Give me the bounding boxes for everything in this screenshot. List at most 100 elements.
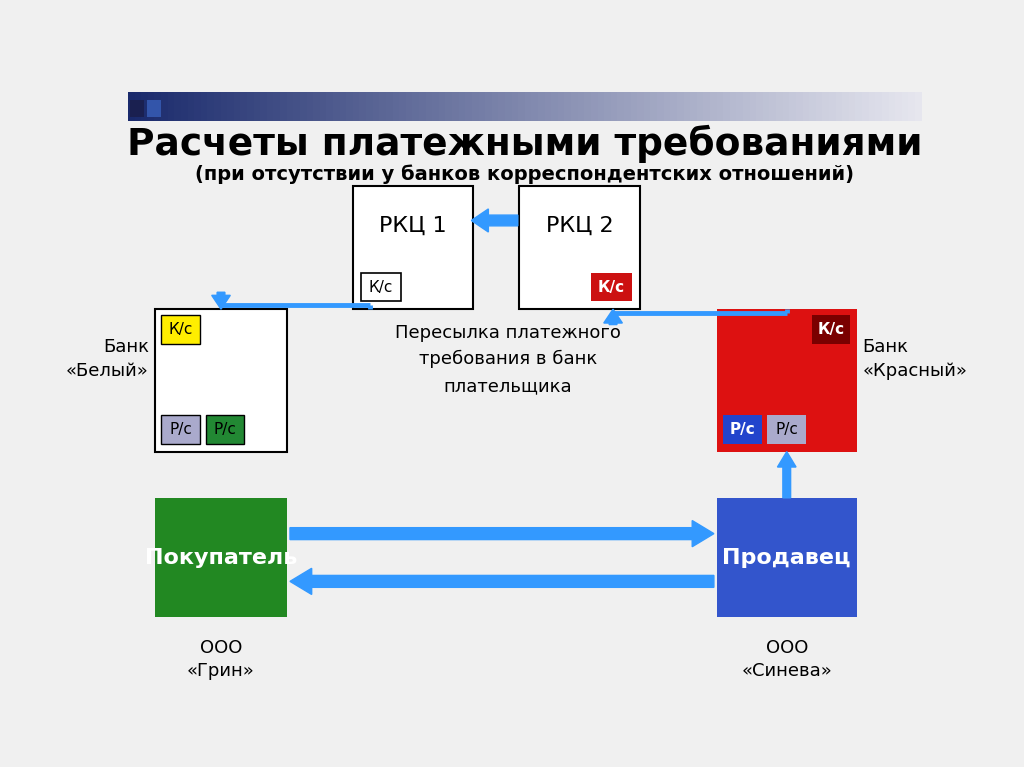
Bar [776, 92, 783, 121]
Bar [868, 92, 877, 121]
Text: Банк
«Белый»: Банк «Белый» [67, 338, 148, 380]
Bar [822, 92, 829, 121]
Bar [664, 92, 671, 121]
Bar [876, 92, 883, 121]
Bar [790, 92, 797, 121]
Bar [293, 92, 301, 121]
Bar [227, 92, 234, 121]
Bar [465, 92, 473, 121]
Bar [373, 92, 380, 121]
Bar [889, 92, 896, 121]
Bar [703, 92, 711, 121]
FancyArrow shape [604, 309, 623, 324]
Bar [130, 100, 144, 117]
Bar [696, 92, 705, 121]
Bar [359, 92, 367, 121]
Bar [413, 92, 420, 121]
FancyArrow shape [777, 452, 796, 498]
Bar [233, 92, 242, 121]
Bar [432, 92, 439, 121]
Bar [684, 92, 691, 121]
Bar [763, 92, 770, 121]
Bar [730, 92, 737, 121]
Bar [710, 92, 718, 121]
Bar [743, 92, 751, 121]
Bar [671, 92, 678, 121]
Bar [452, 92, 460, 121]
Bar [723, 416, 762, 444]
Bar [631, 92, 638, 121]
Bar [624, 92, 632, 121]
Bar [512, 92, 519, 121]
Bar [206, 416, 245, 444]
Bar [564, 92, 571, 121]
Bar [538, 92, 546, 121]
FancyArrow shape [471, 209, 518, 232]
Bar [782, 92, 791, 121]
Text: Пересылка платежного
требования в банк
плательщика: Пересылка платежного требования в банк п… [395, 324, 621, 395]
Bar [812, 315, 850, 344]
Bar [829, 92, 837, 121]
Bar [155, 498, 287, 617]
Bar [181, 92, 188, 121]
Text: Расчеты платежными требованиями: Расчеты платежными требованиями [127, 124, 923, 163]
Bar [908, 92, 915, 121]
Bar [241, 92, 248, 121]
Text: Банк
«Красный»: Банк «Красный» [862, 338, 968, 380]
Bar [459, 92, 466, 121]
Bar [598, 92, 605, 121]
Bar [333, 92, 340, 121]
Bar [895, 92, 902, 121]
Bar [558, 92, 565, 121]
Text: РКЦ 2: РКЦ 2 [546, 216, 613, 235]
Bar [247, 92, 254, 121]
Bar [141, 92, 148, 121]
Text: ООО
«Грин»: ООО «Грин» [187, 639, 255, 680]
Bar [392, 92, 400, 121]
Text: Р/с: Р/с [730, 422, 756, 437]
Bar [592, 273, 632, 301]
Bar [617, 92, 625, 121]
Bar [187, 92, 195, 121]
Bar [353, 92, 360, 121]
Bar [147, 92, 156, 121]
Bar [327, 92, 334, 121]
Bar [644, 92, 651, 121]
FancyArrow shape [290, 568, 714, 594]
Text: Продавец: Продавец [723, 548, 851, 568]
Bar [717, 309, 856, 452]
Bar [340, 92, 347, 121]
Bar [367, 92, 374, 121]
Bar [406, 92, 413, 121]
Bar [492, 92, 499, 121]
Bar [849, 92, 856, 121]
Text: Покупатель: Покупатель [144, 548, 297, 568]
Bar [836, 92, 843, 121]
Bar [478, 92, 486, 121]
Bar [499, 92, 506, 121]
FancyArrow shape [290, 521, 714, 547]
Bar [769, 92, 777, 121]
Bar [300, 92, 307, 121]
Bar [439, 92, 446, 121]
Bar [757, 92, 764, 121]
Bar [843, 92, 850, 121]
Text: К/с: К/с [369, 280, 393, 295]
Text: РКЦ 1: РКЦ 1 [379, 216, 446, 235]
Bar [902, 92, 909, 121]
Bar [505, 92, 512, 121]
Bar [650, 92, 657, 121]
Bar [319, 92, 328, 121]
Bar [816, 92, 823, 121]
Bar [162, 315, 200, 344]
Bar [578, 92, 585, 121]
Bar [419, 92, 426, 121]
Bar [519, 186, 640, 309]
Bar [313, 92, 321, 121]
Bar [610, 92, 618, 121]
Bar [518, 92, 525, 121]
FancyArrow shape [212, 292, 230, 309]
Bar [767, 416, 806, 444]
Bar [677, 92, 684, 121]
Text: К/с: К/с [817, 322, 845, 337]
